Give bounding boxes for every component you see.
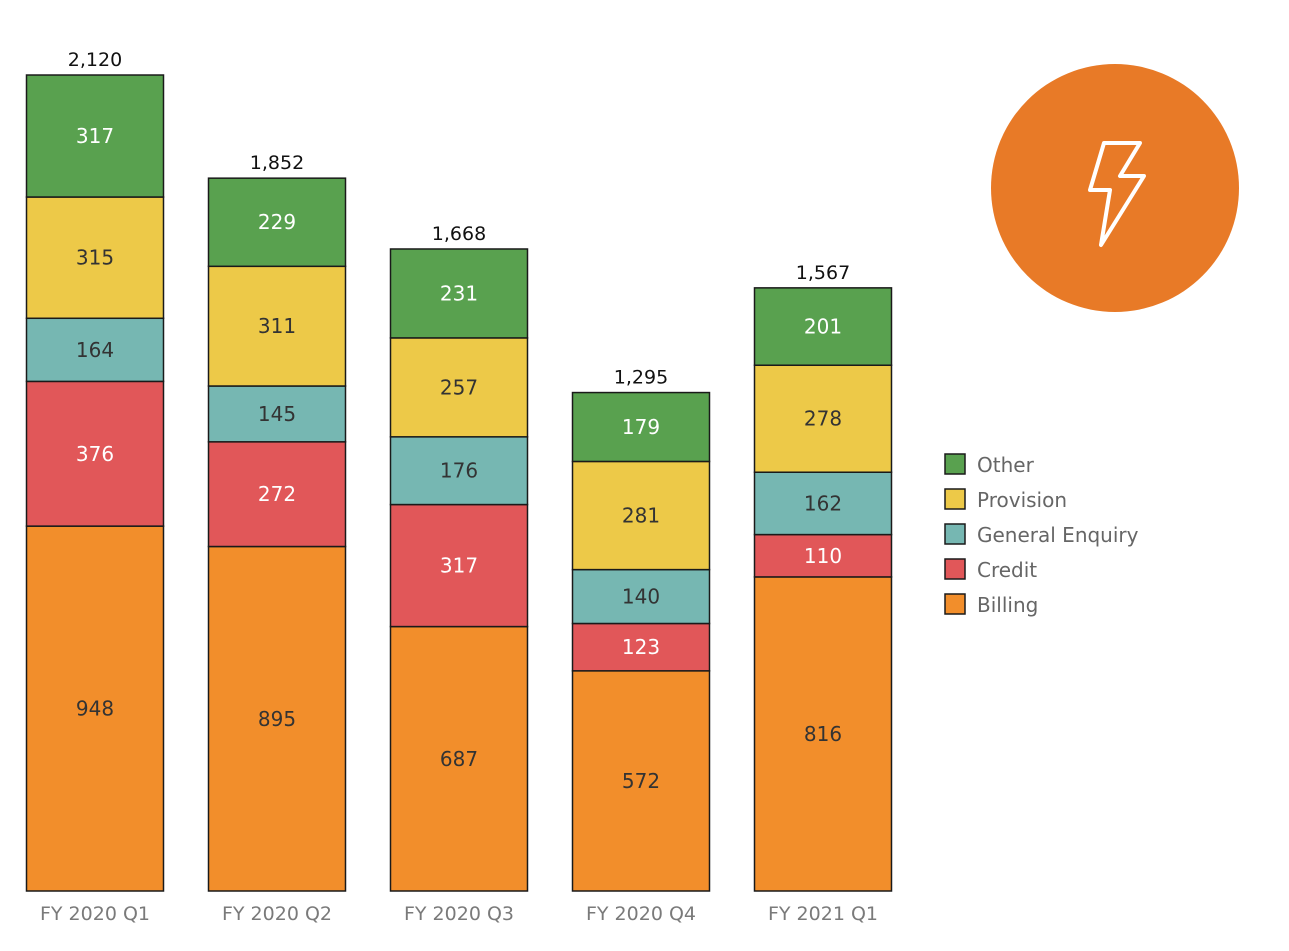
legend-item: Provision (944, 488, 1067, 512)
bar-segment-billing (571, 670, 711, 892)
bar-segment-general-enquiry (389, 436, 529, 506)
legend-label: Billing (977, 593, 1038, 617)
legend-swatch (944, 453, 966, 475)
bar-segment-credit (571, 622, 711, 672)
legend-item: Credit (944, 558, 1037, 582)
x-tick-label: FY 2020 Q2 (222, 903, 332, 925)
bar-segment-billing (389, 625, 529, 892)
data-label: 140 (622, 585, 660, 609)
total-label: 1,567 (796, 262, 850, 284)
bar-segment-billing (753, 576, 893, 892)
legend-label: General Enquiry (977, 523, 1139, 547)
bar-segment-provision (753, 364, 893, 473)
bar-segment-general-enquiry (207, 385, 347, 443)
bar-segment-credit (207, 441, 347, 548)
bar-segment-credit (389, 503, 529, 628)
data-label: 376 (76, 442, 114, 466)
data-label: 948 (76, 697, 114, 721)
x-tick-label: FY 2021 Q1 (768, 903, 878, 925)
total-label: 1,668 (432, 223, 486, 245)
data-label: 229 (258, 210, 296, 234)
data-label: 257 (440, 375, 478, 399)
legend-item: Billing (944, 593, 1038, 617)
data-label: 176 (440, 459, 478, 483)
legend-swatch (944, 558, 966, 580)
bar-segment-billing (25, 525, 165, 892)
data-label: 687 (440, 747, 478, 771)
data-label: 179 (622, 415, 660, 439)
bar-segment-provision (571, 460, 711, 571)
legend-swatch (944, 593, 966, 615)
bar-segment-provision (25, 196, 165, 320)
bar-segment-general-enquiry (571, 568, 711, 625)
data-label: 201 (804, 315, 842, 339)
data-label: 311 (258, 314, 296, 338)
data-label: 123 (622, 635, 660, 659)
bar-segment-other (389, 248, 529, 339)
total-label: 1,852 (250, 152, 304, 174)
legend-label: Provision (977, 488, 1067, 512)
legend-swatch (944, 488, 966, 510)
bar-segment-other (571, 391, 711, 463)
data-label: 317 (76, 124, 114, 148)
lightning-badge (991, 64, 1239, 312)
data-label: 895 (258, 707, 296, 731)
data-label: 281 (622, 504, 660, 528)
total-label: 2,120 (68, 49, 122, 71)
badge-circle (991, 64, 1239, 312)
data-label: 162 (804, 491, 842, 515)
legend-label: Other (977, 453, 1035, 477)
legend-swatch (944, 523, 966, 545)
bar-segment-other (25, 74, 165, 198)
data-label: 315 (76, 246, 114, 270)
bars-layer: 948 376 164 315 317 2,120 895 272 145 311 229 1,852… (25, 49, 893, 892)
data-label: 572 (622, 769, 660, 793)
lightning-bolt-icon (1088, 141, 1146, 247)
data-label: 110 (804, 544, 842, 568)
bar-segment-other (753, 287, 893, 366)
x-tick-label: FY 2020 Q3 (404, 903, 514, 925)
bar-segment-billing (207, 545, 347, 892)
data-label: 231 (440, 281, 478, 305)
bar-segment-general-enquiry (753, 471, 893, 536)
x-axis: FY 2020 Q1 FY 2020 Q2 FY 2020 Q3 FY 2020 Q4… (40, 903, 878, 925)
bar-segment-other (207, 177, 347, 268)
data-label: 272 (258, 482, 296, 506)
legend-item: Other (944, 453, 1035, 477)
legend-item: General Enquiry (944, 523, 1139, 547)
x-tick-label: FY 2020 Q4 (586, 903, 696, 925)
data-label: 145 (258, 402, 296, 426)
bar-segment-credit (25, 380, 165, 527)
data-label: 816 (804, 722, 842, 746)
data-label: 164 (76, 338, 114, 362)
total-label: 1,295 (614, 367, 668, 389)
data-label: 278 (804, 407, 842, 431)
data-label: 317 (440, 554, 478, 578)
bar-segment-provision (207, 265, 347, 387)
x-tick-label: FY 2020 Q1 (40, 903, 150, 925)
legend: Other Provision General Enquiry Credit Billi… (944, 453, 1139, 617)
legend-label: Credit (977, 558, 1037, 582)
